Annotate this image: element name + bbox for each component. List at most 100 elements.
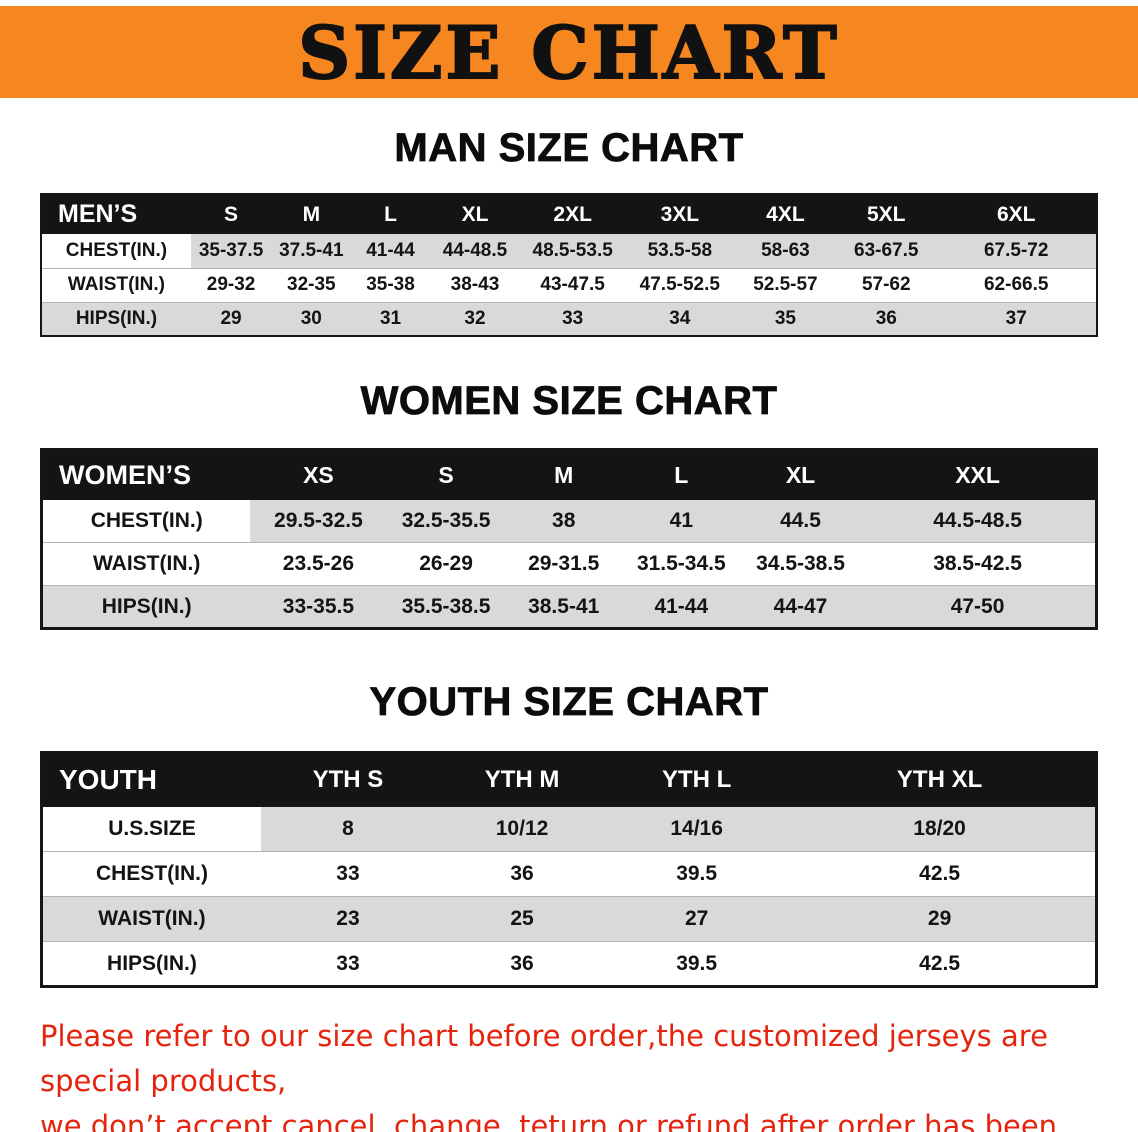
youth-section: YOUTH SIZE CHART YOUTH YTH S YTH M YTH L…	[0, 680, 1138, 988]
col-header: XS	[250, 449, 387, 500]
col-header: 5XL	[836, 194, 937, 234]
col-header: YTH L	[609, 752, 785, 807]
size-cell: 33-35.5	[250, 585, 387, 629]
size-cell: 29.5-32.5	[250, 499, 387, 543]
size-cell: 63-67.5	[836, 234, 937, 268]
size-cell: 32-35	[271, 268, 352, 302]
youth-section-heading: YOUTH SIZE CHART	[369, 680, 769, 725]
youth-row-hips: HIPS(IN.) 33 36 39.5 42.5	[41, 941, 1097, 987]
size-cell: 30	[271, 302, 352, 336]
size-cell: 42.5	[784, 941, 1097, 987]
size-cell: 29	[190, 302, 272, 336]
size-cell: 53.5-58	[624, 234, 735, 268]
banner: SIZE CHART	[0, 6, 1138, 98]
men-size-table: MEN’S S M L XL 2XL 3XL 4XL 5XL 6XL CHEST…	[40, 193, 1098, 337]
col-header: M	[505, 449, 622, 500]
size-cell: 38	[505, 499, 622, 543]
size-cell: 29-31.5	[505, 542, 622, 586]
men-section: MAN SIZE CHART MEN’S S M L XL 2XL 3XL 4X…	[0, 126, 1138, 337]
men-row-waist: WAIST(IN.) 29-32 32-35 35-38 38-43 43-47…	[41, 268, 1097, 302]
row-label: WAIST(IN.)	[41, 542, 251, 586]
size-cell: 34	[624, 302, 735, 336]
size-cell: 47-50	[860, 585, 1097, 629]
page-title: SIZE CHART	[297, 9, 840, 96]
row-label: WAIST(IN.)	[41, 896, 261, 942]
youth-row-chest: CHEST(IN.) 33 36 39.5 42.5	[41, 851, 1097, 897]
size-cell: 44.5-48.5	[860, 499, 1097, 543]
size-cell: 39.5	[609, 941, 785, 987]
col-header: 2XL	[520, 194, 625, 234]
men-row-chest: CHEST(IN.) 35-37.5 37.5-41 41-44 44-48.5…	[41, 234, 1097, 268]
col-header: L	[621, 449, 741, 500]
size-cell: 57-62	[836, 268, 937, 302]
col-header: 4XL	[734, 194, 837, 234]
size-cell: 44.5	[740, 499, 861, 543]
size-cell: 32	[429, 302, 521, 336]
size-cell: 36	[435, 851, 610, 897]
women-row-waist: WAIST(IN.) 23.5-26 26-29 29-31.5 31.5-34…	[41, 542, 1097, 586]
size-cell: 35	[734, 302, 837, 336]
footer-notice: Please refer to our size chart before or…	[0, 1014, 1138, 1132]
size-cell: 29	[784, 896, 1097, 942]
men-row-hips: HIPS(IN.) 29 30 31 32 33 34 35 36 37	[41, 302, 1097, 336]
size-cell: 31.5-34.5	[621, 542, 741, 586]
size-cell: 48.5-53.5	[520, 234, 625, 268]
youth-row-waist: WAIST(IN.) 23 25 27 29	[41, 896, 1097, 942]
size-cell: 14/16	[609, 806, 785, 852]
men-section-heading: MAN SIZE CHART	[394, 126, 744, 171]
size-cell: 35.5-38.5	[386, 585, 506, 629]
women-header-row: WOMEN’S XS S M L XL XXL	[41, 449, 1097, 500]
row-label: WAIST(IN.)	[41, 268, 191, 302]
row-label: HIPS(IN.)	[41, 585, 251, 629]
size-cell: 25	[435, 896, 610, 942]
col-header: 3XL	[624, 194, 735, 234]
size-cell: 38-43	[429, 268, 521, 302]
size-cell: 8	[260, 806, 435, 852]
col-header: S	[386, 449, 506, 500]
men-header-row: MEN’S S M L XL 2XL 3XL 4XL 5XL 6XL	[41, 194, 1097, 234]
col-header: S	[190, 194, 272, 234]
size-cell: 27	[609, 896, 785, 942]
col-header: 6XL	[936, 194, 1097, 234]
women-row-hips: HIPS(IN.) 33-35.5 35.5-38.5 38.5-41 41-4…	[41, 585, 1097, 629]
size-cell: 47.5-52.5	[624, 268, 735, 302]
size-cell: 43-47.5	[520, 268, 625, 302]
col-header: XXL	[860, 449, 1097, 500]
men-table-title: MEN’S	[41, 194, 191, 234]
col-header: YTH XL	[784, 752, 1097, 807]
col-header: XL	[740, 449, 861, 500]
women-row-chest: CHEST(IN.) 29.5-32.5 32.5-35.5 38 41 44.…	[41, 499, 1097, 543]
size-cell: 35-38	[351, 268, 430, 302]
size-cell: 26-29	[386, 542, 506, 586]
size-cell: 42.5	[784, 851, 1097, 897]
size-cell: 33	[260, 851, 435, 897]
col-header: YTH M	[435, 752, 610, 807]
size-cell: 33	[260, 941, 435, 987]
size-cell: 29-32	[190, 268, 272, 302]
size-cell: 18/20	[784, 806, 1097, 852]
notice-line-2: we don’t accept cancel, change, teturn o…	[40, 1108, 1058, 1132]
row-label: CHEST(IN.)	[41, 499, 251, 543]
size-cell: 23	[260, 896, 435, 942]
size-cell: 52.5-57	[734, 268, 837, 302]
row-label: CHEST(IN.)	[41, 234, 191, 268]
youth-header-row: YOUTH YTH S YTH M YTH L YTH XL	[41, 752, 1097, 807]
size-cell: 33	[520, 302, 625, 336]
col-header: L	[351, 194, 430, 234]
size-cell: 23.5-26	[250, 542, 387, 586]
size-cell: 32.5-35.5	[386, 499, 506, 543]
size-cell: 62-66.5	[936, 268, 1097, 302]
row-label: HIPS(IN.)	[41, 302, 191, 336]
women-table-title: WOMEN’S	[41, 449, 251, 500]
size-cell: 41	[621, 499, 741, 543]
size-cell: 41-44	[351, 234, 430, 268]
col-header: YTH S	[260, 752, 435, 807]
size-cell: 44-48.5	[429, 234, 521, 268]
row-label: HIPS(IN.)	[41, 941, 261, 987]
col-header: XL	[429, 194, 521, 234]
col-header: M	[271, 194, 352, 234]
women-section: WOMEN SIZE CHART WOMEN’S XS S M L XL XXL	[0, 379, 1138, 630]
size-cell: 36	[836, 302, 937, 336]
size-cell: 34.5-38.5	[740, 542, 861, 586]
notice-line-1: Please refer to our size chart before or…	[40, 1019, 1048, 1098]
